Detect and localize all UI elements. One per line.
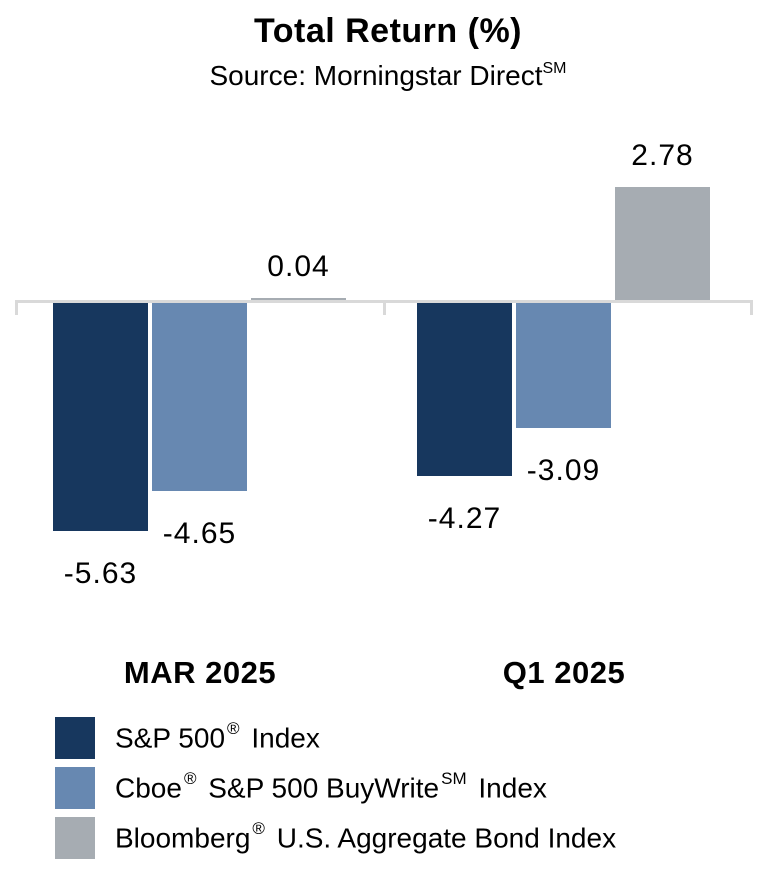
legend-swatch-aggbond xyxy=(55,817,95,859)
legend: S&P 500 ® Index Cboe ® S&P 500 BuyWrite SM … xyxy=(55,717,616,867)
legend-text-part: Index xyxy=(243,722,320,754)
legend-label-aggbond: Bloomberg ® U.S. Aggregate Bond Index xyxy=(115,818,617,854)
registered-mark-sup: ® xyxy=(183,768,197,788)
legend-text-part: U.S. Aggregate Bond Index xyxy=(268,822,617,854)
value-label-buywrite-mar2025: -4.65 xyxy=(162,517,237,551)
legend-swatch-sp500 xyxy=(55,717,95,759)
value-label-aggbond-mar2025: 0.04 xyxy=(267,250,330,284)
servicemark-sup: SM xyxy=(542,59,567,77)
legend-item-aggbond: Bloomberg ® U.S. Aggregate Bond Index xyxy=(55,817,616,859)
servicemark-sup: SM xyxy=(441,768,467,788)
value-label-sp500-mar2025: -5.63 xyxy=(63,557,138,590)
legend-text-part: Bloomberg xyxy=(115,822,251,854)
bar-sp500-mar2025 xyxy=(53,303,148,531)
category-label-mar2025: MAR 2025 xyxy=(123,655,277,690)
bar-aggbond-q12025 xyxy=(615,187,710,300)
axis-tick-center xyxy=(383,300,386,315)
value-label-sp500-q12025: -4.27 xyxy=(427,501,502,535)
chart-title: Total Return (%) xyxy=(253,12,522,50)
chart-subtitle-text: Source: Morningstar Direct xyxy=(209,60,543,91)
bar-buywrite-q12025 xyxy=(516,303,611,429)
chart-subtitle: Source: Morningstar DirectSM xyxy=(0,60,776,92)
legend-label-sp500: S&P 500 ® Index xyxy=(115,718,320,754)
bar-sp500-q12025 xyxy=(417,303,512,476)
value-label-aggbond-q12025: 2.78 xyxy=(631,139,694,173)
axis-tick-right xyxy=(750,300,753,315)
legend-swatch-buywrite xyxy=(55,767,95,809)
legend-item-buywrite: Cboe ® S&P 500 BuyWrite SM Index xyxy=(55,767,616,809)
value-label-buywrite-q12025: -3.09 xyxy=(526,454,601,488)
category-label-q12025: Q1 2025 xyxy=(502,655,626,690)
legend-label-buywrite: Cboe ® S&P 500 BuyWrite SM Index xyxy=(115,768,547,804)
axis-tick-left xyxy=(15,300,18,315)
registered-mark-sup: ® xyxy=(227,718,240,738)
legend-text-part: S&P 500 BuyWrite xyxy=(200,772,440,804)
registered-mark-sup: ® xyxy=(252,818,265,838)
legend-text-part: Cboe xyxy=(115,772,182,804)
legend-text-part: Index xyxy=(470,772,547,804)
legend-text-part: S&P 500 xyxy=(115,722,226,754)
bar-aggbond-mar2025 xyxy=(251,298,346,300)
legend-item-sp500: S&P 500 ® Index xyxy=(55,717,616,759)
bar-buywrite-mar2025 xyxy=(152,303,247,492)
